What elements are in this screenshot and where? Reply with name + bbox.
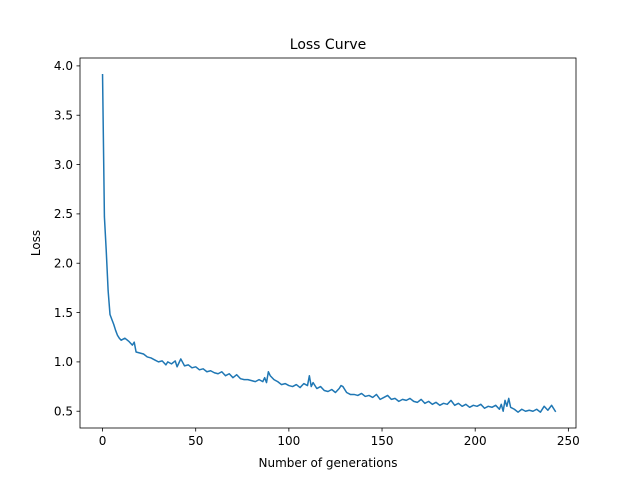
- axes-frame: [79, 57, 577, 429]
- plot-area: [101, 74, 557, 413]
- x-tick-label: 200: [464, 434, 487, 448]
- y-axis: 0.5 1.0 1.5 2.0 2.5 3.0 3.5 4.0: [54, 59, 80, 419]
- x-axis-label: Number of generations: [259, 456, 398, 470]
- x-axis: 0 50 100 150 200 250: [99, 428, 580, 448]
- x-tick-label: 100: [277, 434, 300, 448]
- y-tick-label: 3.0: [54, 158, 73, 172]
- y-tick-label: 0.5: [54, 405, 73, 419]
- series-line-0: [101, 74, 557, 413]
- y-tick-label: 1.5: [54, 306, 73, 320]
- chart-title: Loss Curve: [290, 37, 366, 53]
- y-tick-label: 2.0: [54, 257, 73, 271]
- x-tick-label: 250: [557, 434, 580, 448]
- x-tick-label: 50: [188, 434, 203, 448]
- y-axis-label: Loss: [29, 230, 43, 256]
- y-tick-label: 1.0: [54, 355, 73, 369]
- y-tick-label: 2.5: [54, 207, 73, 221]
- x-tick-label: 0: [99, 434, 107, 448]
- x-tick-label: 150: [371, 434, 394, 448]
- y-tick-label: 4.0: [54, 59, 73, 73]
- y-tick-label: 3.5: [54, 109, 73, 123]
